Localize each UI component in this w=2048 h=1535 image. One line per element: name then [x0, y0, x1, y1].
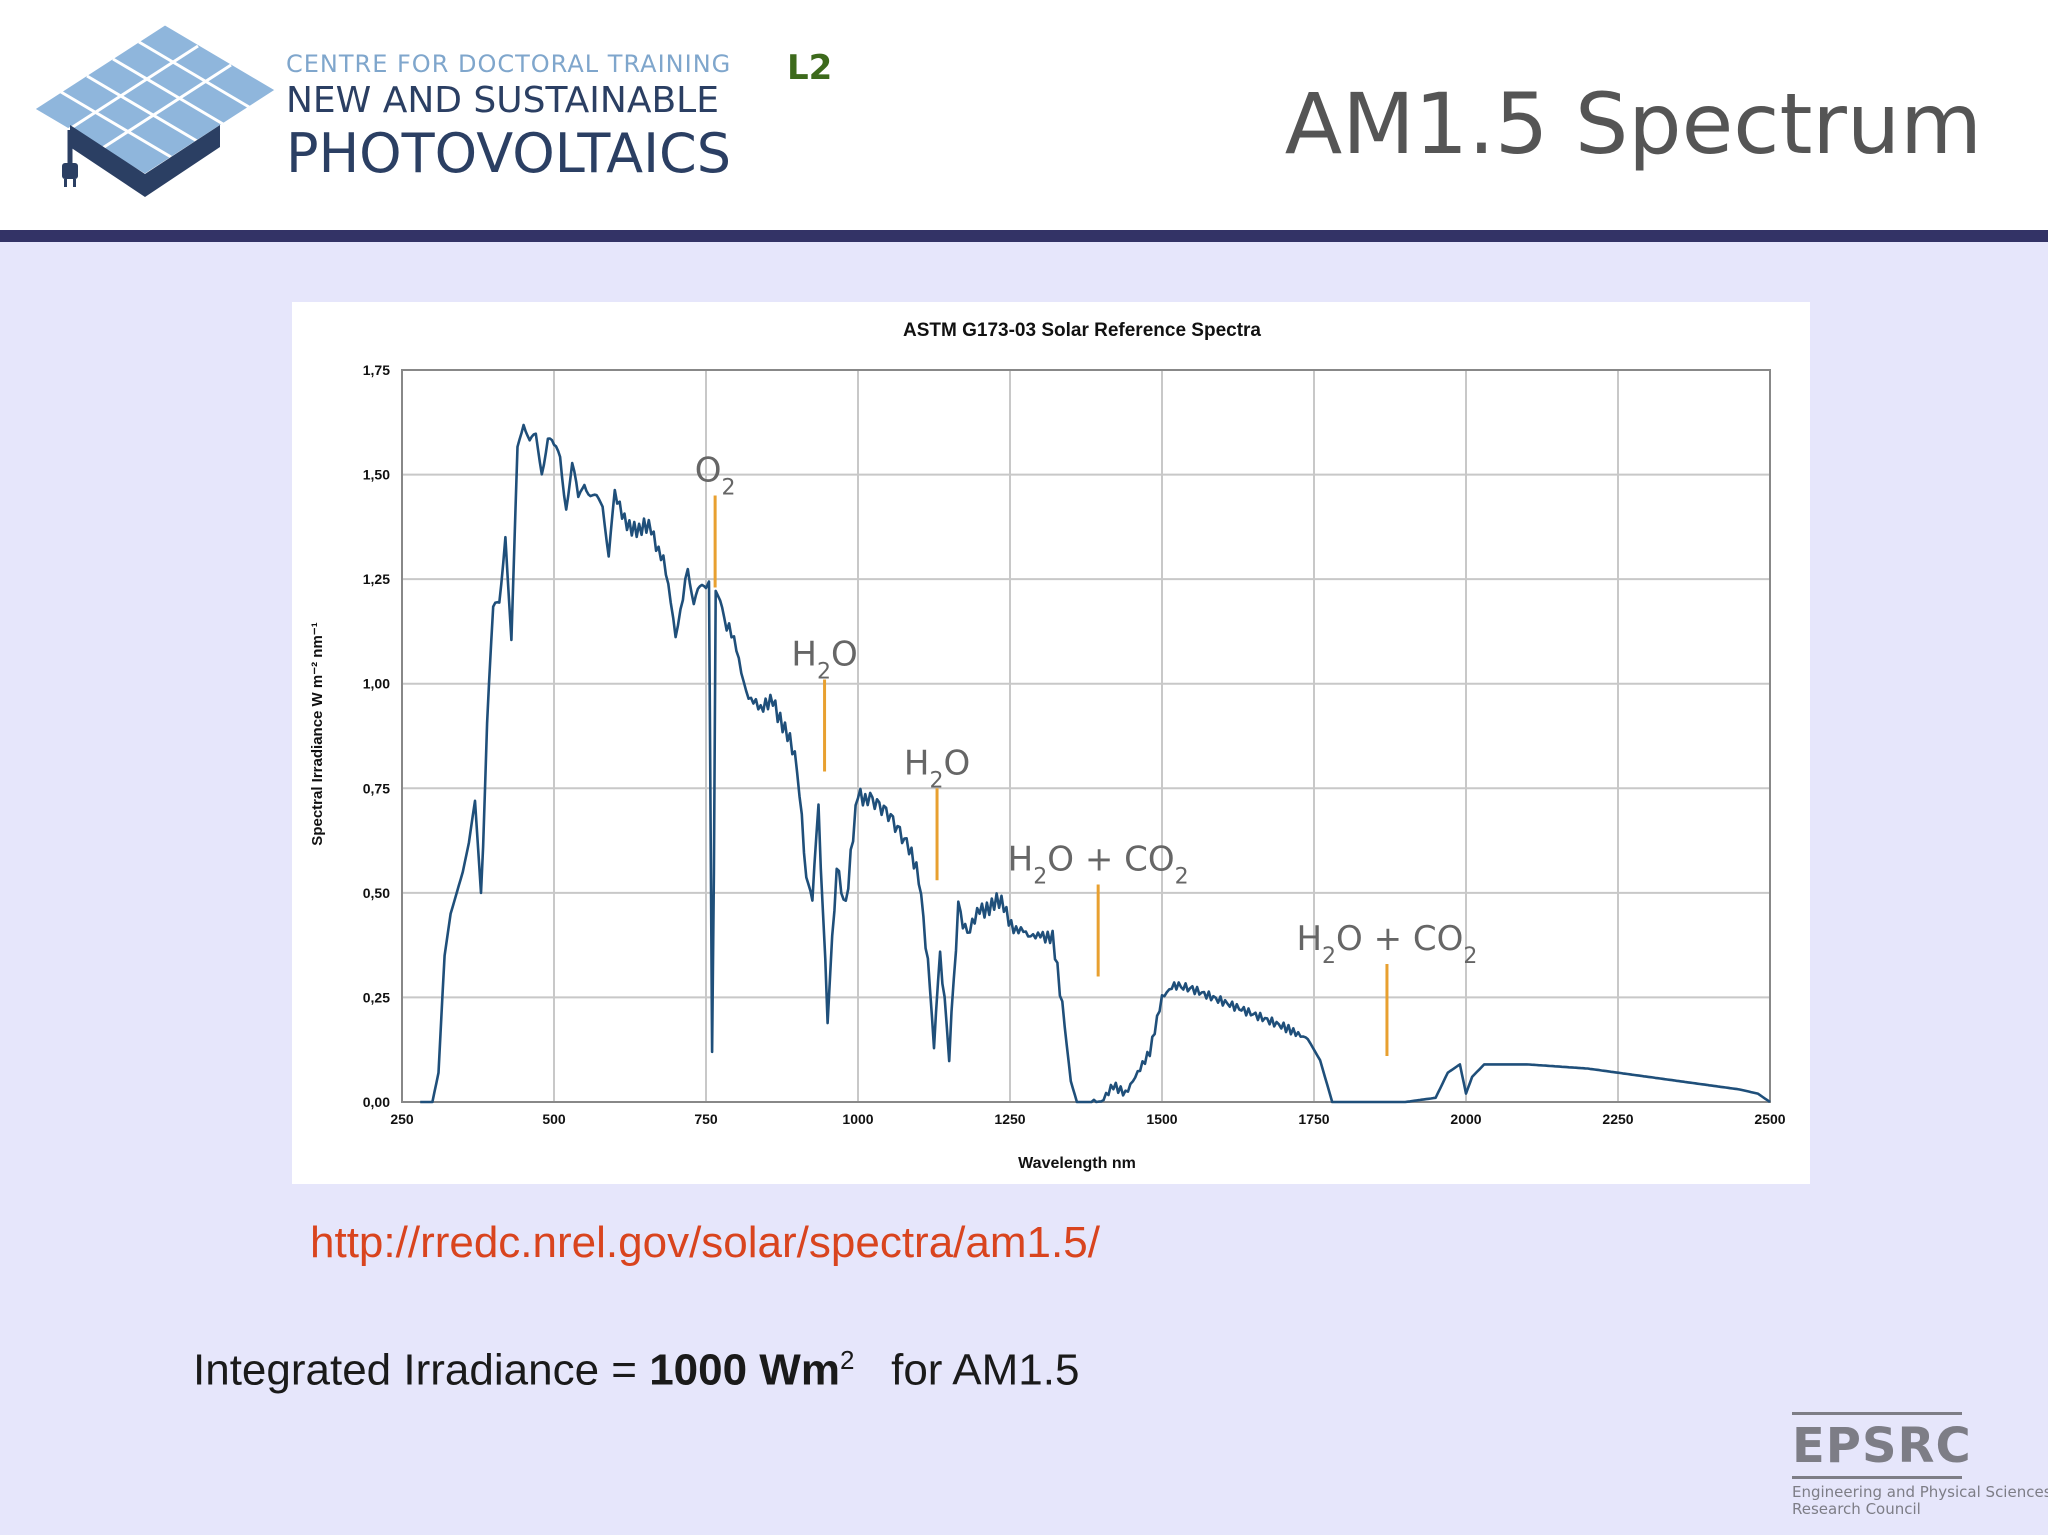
- x-tick-label: 2250: [1602, 1111, 1633, 1127]
- epsrc-top-rule: [1792, 1412, 1962, 1415]
- y-tick-label: 1,00: [363, 676, 390, 692]
- x-tick-label: 750: [694, 1111, 718, 1127]
- epsrc-bottom-rule: [1792, 1476, 1962, 1479]
- solar-panel-logo-icon: [34, 25, 276, 197]
- x-tick-label: 1500: [1146, 1111, 1177, 1127]
- y-tick-label: 1,75: [363, 362, 390, 378]
- spectrum-series-line: [420, 423, 1771, 1104]
- y-tick-label: 1,25: [363, 571, 390, 587]
- absorption-label: H2O + CO2: [1296, 919, 1477, 969]
- y-tick-labels: 0,00 0,25 0,50 0,75 1,00 1,25 1,50 1,75: [363, 362, 390, 1110]
- y-tick-label: 0,25: [363, 989, 390, 1005]
- epsrc-subtitle-line1: Engineering and Physical Sciences: [1792, 1483, 2048, 1501]
- x-tick-label: 1750: [1298, 1111, 1329, 1127]
- x-tick-label: 2500: [1754, 1111, 1785, 1127]
- x-tick-label: 1000: [842, 1111, 873, 1127]
- absorption-label: H2O: [791, 635, 857, 685]
- x-tick-labels: 250 500 750 1000 1250 1500 1750 2000 2250 2500: [390, 1111, 1785, 1127]
- epsrc-wordmark: EPSRC: [1792, 1418, 1972, 1474]
- x-tick-label: 2000: [1450, 1111, 1481, 1127]
- irradiance-suffix: for AM1.5: [891, 1345, 1080, 1395]
- y-tick-label: 0,00: [363, 1094, 390, 1110]
- irradiance-value: 1000 Wm: [649, 1345, 840, 1395]
- integrated-irradiance-statement: Integrated Irradiance = 1000 Wm2 for AM1…: [193, 1345, 1079, 1396]
- spectrum-chart: 250 500 750 1000 1250 1500 1750 2000 2250 2500 0,…: [309, 320, 1786, 1172]
- absorption-label: H2O + CO2: [1008, 839, 1189, 889]
- y-tick-label: 0,75: [363, 780, 390, 796]
- irradiance-prefix: Integrated Irradiance =: [193, 1345, 650, 1395]
- chart-grid: [401, 369, 1771, 1103]
- logo-text-line3: PHOTOVOLTAICS: [286, 122, 731, 185]
- spectrum-chart-panel: 250 500 750 1000 1250 1500 1750 2000 2250 2500 0,…: [292, 302, 1810, 1184]
- x-axis-label: Wavelength nm: [1018, 1155, 1136, 1172]
- slide-title: AM1.5 Spectrum: [1284, 75, 1982, 173]
- slide-header: CENTRE FOR DOCTORAL TRAINING NEW AND SUS…: [0, 0, 2048, 230]
- absorption-label: O2: [695, 450, 736, 500]
- plot-frame: [401, 369, 1771, 1103]
- header-divider: [0, 230, 2048, 242]
- slide-code: L2: [787, 48, 833, 88]
- y-axis-label: Spectral Irradiance W m⁻² nm⁻¹: [309, 622, 326, 845]
- x-tick-label: 1250: [994, 1111, 1025, 1127]
- epsrc-logo: EPSRC Engineering and Physical Sciences …: [1792, 1410, 2048, 1520]
- logo-text-line1: CENTRE FOR DOCTORAL TRAINING: [286, 50, 732, 78]
- source-link[interactable]: http://rredc.nrel.gov/solar/spectra/am1.…: [310, 1218, 1100, 1267]
- y-tick-label: 0,50: [363, 885, 390, 901]
- y-tick-label: 1,50: [363, 467, 390, 483]
- absorption-annotations: O2 H2O H2O H2O + CO2 H2O + CO2: [695, 450, 1477, 1056]
- x-tick-label: 250: [390, 1111, 414, 1127]
- x-tick-label: 500: [542, 1111, 566, 1127]
- epsrc-subtitle-line2: Research Council: [1792, 1500, 1921, 1518]
- epsrc-subtitle: Engineering and Physical Sciences Resear…: [1792, 1484, 2048, 1518]
- absorption-label: H2O: [904, 743, 970, 793]
- irradiance-exponent: 2: [839, 1345, 855, 1375]
- logo-text-line2: NEW AND SUSTAINABLE: [286, 80, 719, 121]
- chart-title: ASTM G173-03 Solar Reference Spectra: [903, 320, 1261, 341]
